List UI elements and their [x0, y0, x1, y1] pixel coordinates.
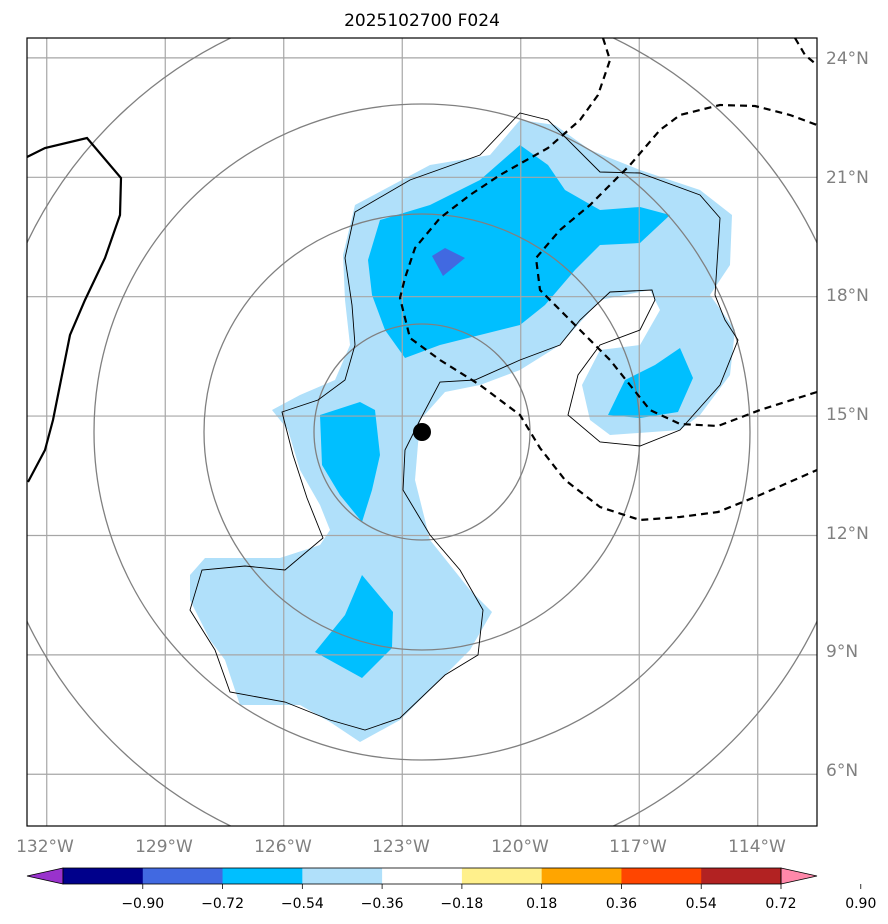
- colorbar-cell: [701, 868, 782, 884]
- lon-label: 126°W: [254, 837, 312, 857]
- range-ring-1: [313, 323, 531, 541]
- colorbar-cell: [142, 868, 224, 884]
- colorbar-cell: [621, 868, 702, 884]
- anomaly-fill-medium: [315, 145, 693, 678]
- lat-label: 12°N: [826, 524, 869, 544]
- colorbar-cell: [222, 868, 303, 884]
- solid-contour: [27, 136, 123, 483]
- colorbar-level-label: −0.18: [440, 896, 483, 912]
- map-area: [27, 38, 817, 826]
- colorbar-level-label: −0.72: [201, 896, 244, 912]
- colorbar-cells: [63, 868, 782, 884]
- colorbar-cell: [461, 868, 543, 884]
- gridlines: [27, 38, 817, 826]
- colorbar-extend-high: [780, 867, 818, 885]
- figure-title: 2025102700 F024: [344, 11, 500, 31]
- lon-label: 117°W: [609, 837, 667, 857]
- colorbar-level-label: 0.90: [845, 896, 876, 912]
- lat-label: 15°N: [826, 405, 869, 425]
- colorbar-cell: [382, 868, 463, 884]
- lat-label: 9°N: [826, 642, 858, 662]
- anomaly-fill-light: [190, 120, 735, 742]
- dashed-contours: [398, 38, 817, 522]
- range-ring-2: [203, 213, 641, 651]
- lon-label: 114°W: [728, 837, 786, 857]
- lat-label: 24°N: [826, 49, 869, 69]
- colorbar-level-label: −0.36: [361, 896, 404, 912]
- colorbar-cell: [541, 868, 622, 884]
- colorbar-cell: [302, 868, 383, 884]
- colorbar-level-label: −0.90: [121, 896, 164, 912]
- colorbar-labels: −0.90 −0.72 −0.54 −0.36 −0.18 0.18 0.36 0.54 0.7…: [121, 884, 876, 912]
- latitude-labels: 24°N 21°N 18°N 15°N 12°N 9°N 6°N: [826, 49, 869, 781]
- colorbar-frame: [62, 867, 782, 885]
- lon-label: 120°W: [491, 837, 549, 857]
- lat-label: 18°N: [826, 286, 869, 306]
- colorbar-level-label: 0.54: [686, 896, 717, 912]
- storm-center-marker: [413, 423, 431, 441]
- colorbar-level-label: −0.54: [281, 896, 324, 912]
- thin-contours: [189, 112, 739, 731]
- lat-label: 6°N: [826, 761, 858, 781]
- map-frame: [26, 37, 818, 827]
- anomaly-fill-strong: [432, 248, 465, 276]
- colorbar: −0.90 −0.72 −0.54 −0.36 −0.18 0.18 0.36 0.54 0.7…: [26, 867, 876, 912]
- longitude-labels: 132°W 129°W 126°W 123°W 120°W 117°W 114°…: [16, 837, 786, 857]
- range-rings: [27, 38, 817, 826]
- range-ring-3: [93, 103, 751, 761]
- colorbar-level-label: 0.72: [765, 896, 796, 912]
- lon-label: 132°W: [16, 837, 74, 857]
- colorbar-level-label: 0.18: [526, 896, 557, 912]
- lat-label: 21°N: [826, 168, 869, 188]
- lon-label: 129°W: [135, 837, 193, 857]
- colorbar-cell: [63, 868, 144, 884]
- colorbar-extend-low: [26, 867, 64, 885]
- colorbar-level-label: 0.36: [606, 896, 637, 912]
- lon-label: 123°W: [372, 837, 430, 857]
